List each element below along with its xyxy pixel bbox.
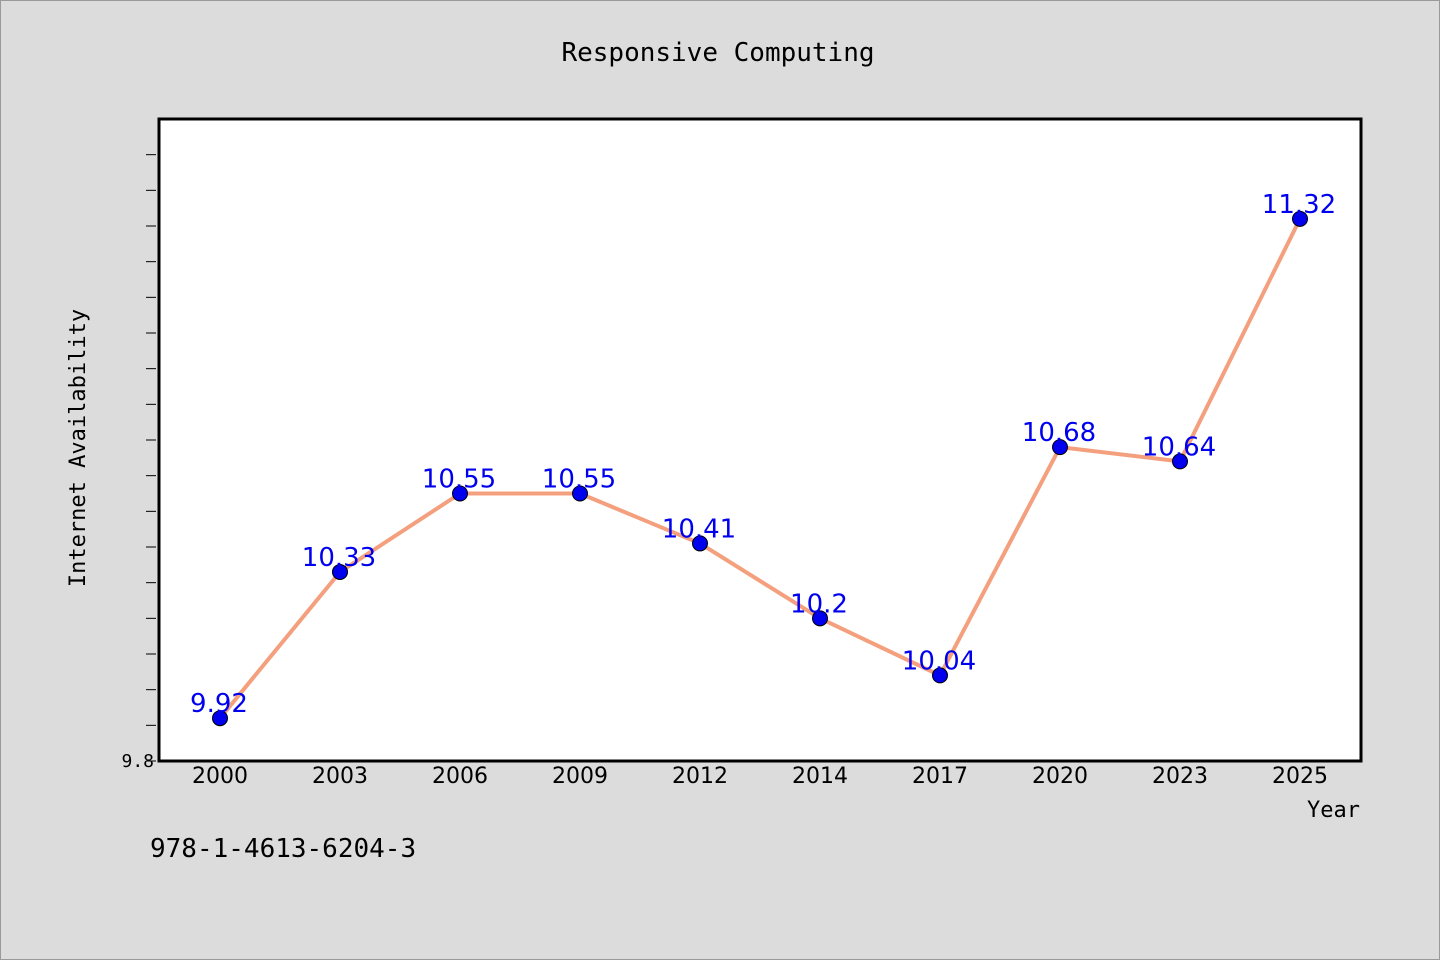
x-tick-label: 2014 [792,764,848,789]
x-tick-label: 2023 [1152,764,1208,789]
data-point [692,535,708,552]
data-label: 11.32 [1262,190,1336,220]
data-point [572,485,588,502]
data-point [1172,453,1188,470]
data-point [212,710,228,727]
data-label: 10.33 [302,543,376,573]
x-tick-label: 2006 [432,764,488,789]
data-label: 10.41 [662,514,736,544]
y-tick-label: 9.8 [121,751,154,772]
x-axis-label: Year [1307,798,1360,823]
data-label: 9.92 [190,689,248,719]
plot-area [157,117,1363,763]
series-layer: 9.92 10.33 10.55 10.55 10.41 10.2 10.04 10.68 10… [190,190,1336,727]
data-label: 10.55 [422,465,496,495]
data-point [332,563,348,580]
x-tick-label: 2009 [552,764,608,789]
x-tick-label: 2017 [912,764,968,789]
series-line [218,216,1302,721]
data-point [932,667,948,684]
data-point [812,610,828,627]
data-label: 10.04 [902,646,976,676]
x-tick-label: 2025 [1272,764,1328,789]
data-label: 10.55 [542,465,616,495]
x-tick-label: 2020 [1032,764,1088,789]
footnote-isbn: 978-1-4613-6204-3 [150,834,417,864]
data-point [452,485,468,502]
chart-title: Responsive Computing [561,38,874,68]
data-point [1052,439,1068,456]
data-label: 10.68 [1022,418,1096,448]
data-label: 10.2 [790,589,848,619]
y-axis-ticks: 9.8 [121,154,156,772]
x-tick-label: 2012 [672,764,728,789]
data-point [1292,210,1308,227]
x-axis-tick-labels: 2000 2003 2006 2009 2012 2014 2017 2020 2023 2025 [192,764,1328,789]
y-axis-label: Internet Availability [66,309,91,587]
x-tick-label: 2000 [192,764,248,789]
x-tick-label: 2003 [312,764,368,789]
data-label: 10.64 [1142,432,1216,462]
